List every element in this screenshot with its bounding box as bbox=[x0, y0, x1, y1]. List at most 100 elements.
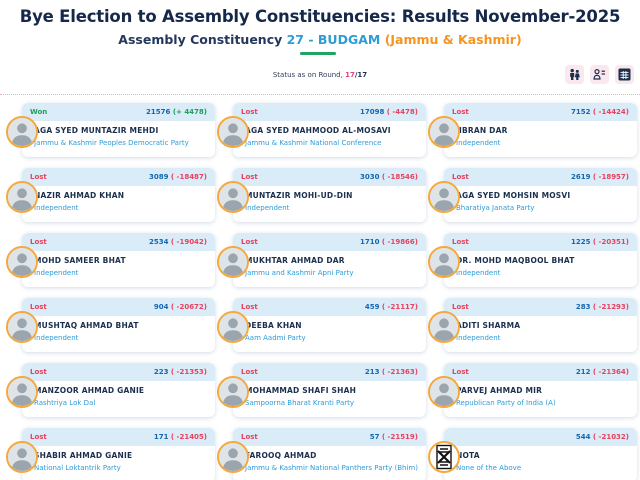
view-toggle-icons bbox=[565, 65, 634, 84]
vote-margin: ( -18487) bbox=[170, 173, 207, 181]
party-name: Independent bbox=[245, 204, 290, 212]
status-badge: Lost bbox=[241, 433, 258, 441]
candidate-card[interactable]: 544 ( -21032) NOTA None of the Above bbox=[428, 428, 637, 480]
candidate-card[interactable]: Won 21576 (+ 4478) AGA SYED MUNTAZIR MEH… bbox=[6, 103, 215, 157]
candidate-name: NOTA bbox=[456, 451, 480, 460]
status-badge: Lost bbox=[30, 173, 47, 181]
candidate-name: FAROOQ AHMAD bbox=[245, 451, 317, 460]
status-badge: Lost bbox=[452, 108, 469, 116]
status-badge: Lost bbox=[241, 368, 258, 376]
candidate-photo bbox=[217, 246, 249, 278]
candidate-card[interactable]: Lost 223 ( -21353) MANZOOR AHMAD GANIE R… bbox=[6, 363, 215, 417]
user-list-icon[interactable] bbox=[590, 65, 609, 84]
candidate-card[interactable]: Lost 2534 ( -19042) MOHD SAMEER BHAT Ind… bbox=[6, 233, 215, 287]
vote-margin: ( -21353) bbox=[170, 368, 207, 376]
candidate-photo bbox=[6, 246, 38, 278]
vote-summary: 213 ( -21363) bbox=[365, 368, 418, 376]
candidate-card[interactable]: Lost 213 ( -21363) MOHAMMAD SHAFI SHAH S… bbox=[217, 363, 426, 417]
vote-margin: ( -18546) bbox=[381, 173, 418, 181]
candidate-card[interactable]: Lost 1225 ( -20351) DR. MOHD MAQBOOL BHA… bbox=[428, 233, 637, 287]
candidate-card[interactable]: Lost 2619 ( -18957) AGA SYED MOHSIN MOSV… bbox=[428, 168, 637, 222]
card-body: MUKHTAR AHMAD DAR Jammu and Kashmir Apni… bbox=[233, 251, 426, 277]
vote-count: 904 bbox=[153, 303, 169, 311]
card-body: DR. MOHD MAQBOOL BHAT Independent bbox=[444, 251, 637, 277]
candidate-name: AGA SYED MAHMOOD AL-MOSAVI bbox=[245, 126, 391, 135]
round-total: /17 bbox=[354, 71, 368, 79]
card-body: MUSHTAQ AHMAD BHAT Independent bbox=[22, 316, 215, 342]
card-header: Lost 171 ( -21405) bbox=[22, 428, 215, 446]
vote-count: 213 bbox=[364, 368, 380, 376]
card-body: FAROOQ AHMAD Jammu & Kashmir National Pa… bbox=[233, 446, 426, 472]
vote-margin: ( -20672) bbox=[170, 303, 207, 311]
candidate-card[interactable]: Lost 904 ( -20672) MUSHTAQ AHMAD BHAT In… bbox=[6, 298, 215, 352]
vote-count: 544 bbox=[575, 433, 591, 441]
card-body: AGA SYED MOHSIN MOSVI Bharatiya Janata P… bbox=[444, 186, 637, 212]
candidate-card[interactable]: Lost 283 ( -21293) ADITI SHARMA Independ… bbox=[428, 298, 637, 352]
card-body: PARVEJ AHMAD MIR Republican Party of Ind… bbox=[444, 381, 637, 407]
status-badge: Lost bbox=[452, 238, 469, 246]
vote-summary: 1710 ( -19866) bbox=[360, 238, 418, 246]
subtitle-prefix: Assembly Constituency bbox=[118, 32, 287, 47]
card-body: AGA SYED MAHMOOD AL-MOSAVI Jammu & Kashm… bbox=[233, 121, 426, 147]
candidate-card[interactable]: Lost 212 ( -21364) PARVEJ AHMAD MIR Repu… bbox=[428, 363, 637, 417]
candidate-photo bbox=[217, 441, 249, 473]
status-badge: Won bbox=[30, 108, 48, 116]
table-grid-icon[interactable] bbox=[615, 65, 634, 84]
vote-summary: 3030 ( -18546) bbox=[360, 173, 418, 181]
candidate-card[interactable]: Lost 3030 ( -18546) MUNTAZIR MOHI-UD-DIN… bbox=[217, 168, 426, 222]
constituency-underline bbox=[300, 52, 336, 55]
party-name: Independent bbox=[34, 269, 79, 277]
candidate-photo bbox=[217, 181, 249, 213]
vote-summary: 2619 ( -18957) bbox=[571, 173, 629, 181]
status-badge: Lost bbox=[452, 303, 469, 311]
constituency-name[interactable]: 27 - BUDGAM bbox=[286, 32, 385, 47]
candidate-photo bbox=[217, 376, 249, 408]
vote-summary: 212 ( -21364) bbox=[576, 368, 629, 376]
vote-count: 283 bbox=[575, 303, 591, 311]
candidate-photo bbox=[428, 116, 460, 148]
vote-count: 21576 bbox=[146, 108, 171, 116]
status-badge: Lost bbox=[452, 173, 469, 181]
candidate-name: MANZOOR AHMAD GANIE bbox=[34, 386, 145, 395]
card-body: DEEBA KHAN Aam Aadmi Party bbox=[233, 316, 426, 342]
vote-count: 3030 bbox=[359, 173, 380, 181]
card-body: MANZOOR AHMAD GANIE Rashtriya Lok Dal bbox=[22, 381, 215, 407]
candidate-name: NAZIR AHMAD KHAN bbox=[34, 191, 125, 200]
vote-count: 2619 bbox=[570, 173, 591, 181]
candidate-photo bbox=[428, 311, 460, 343]
candidate-card[interactable]: Lost 17098 ( -4478) AGA SYED MAHMOOD AL-… bbox=[217, 103, 426, 157]
status-badge: Lost bbox=[241, 238, 258, 246]
card-header: Lost 213 ( -21363) bbox=[233, 363, 426, 381]
card-body: MUNTAZIR MOHI-UD-DIN Independent bbox=[233, 186, 426, 212]
candidate-name: DR. MOHD MAQBOOL BHAT bbox=[456, 256, 575, 265]
dotted-divider bbox=[0, 94, 640, 95]
candidate-photo bbox=[6, 376, 38, 408]
page-header: Bye Election to Assembly Constituencies:… bbox=[0, 0, 640, 55]
candidate-name: DEEBA KHAN bbox=[245, 321, 302, 330]
party-name: Independent bbox=[456, 139, 501, 147]
candidate-photo bbox=[6, 311, 38, 343]
candidate-card[interactable]: Lost 7152 ( -14424) JIBRAN DAR Independe… bbox=[428, 103, 637, 157]
candidate-photo bbox=[6, 116, 38, 148]
vote-summary: 2534 ( -19042) bbox=[149, 238, 207, 246]
card-header: Lost 459 ( -21117) bbox=[233, 298, 426, 316]
candidate-card[interactable]: Lost 171 ( -21405) SHABIR AHMAD GANIE Na… bbox=[6, 428, 215, 480]
card-header: Lost 57 ( -21519) bbox=[233, 428, 426, 446]
vote-margin: ( -20351) bbox=[592, 238, 629, 246]
card-header: 544 ( -21032) bbox=[444, 428, 637, 446]
status-badge: Lost bbox=[30, 303, 47, 311]
candidate-card[interactable]: Lost 1710 ( -19866) MUKHTAR AHMAD DAR Ja… bbox=[217, 233, 426, 287]
male-female-icon[interactable] bbox=[565, 65, 584, 84]
vote-count: 2534 bbox=[148, 238, 169, 246]
vote-margin: ( -21293) bbox=[592, 303, 629, 311]
vote-margin: (+ 4478) bbox=[172, 108, 207, 116]
candidate-card[interactable]: Lost 3089 ( -18487) NAZIR AHMAD KHAN Ind… bbox=[6, 168, 215, 222]
round-status-label: Status as on Round, bbox=[272, 71, 346, 79]
candidate-card[interactable]: Lost 57 ( -21519) FAROOQ AHMAD Jammu & K… bbox=[217, 428, 426, 480]
vote-margin: ( -21519) bbox=[381, 433, 418, 441]
candidate-card[interactable]: Lost 459 ( -21117) DEEBA KHAN Aam Aadmi … bbox=[217, 298, 426, 352]
candidate-name: MUKHTAR AHMAD DAR bbox=[245, 256, 345, 265]
page-title: Bye Election to Assembly Constituencies:… bbox=[19, 7, 621, 26]
page-subtitle: Assembly Constituency 27 - BUDGAM (Jammu… bbox=[0, 32, 640, 47]
